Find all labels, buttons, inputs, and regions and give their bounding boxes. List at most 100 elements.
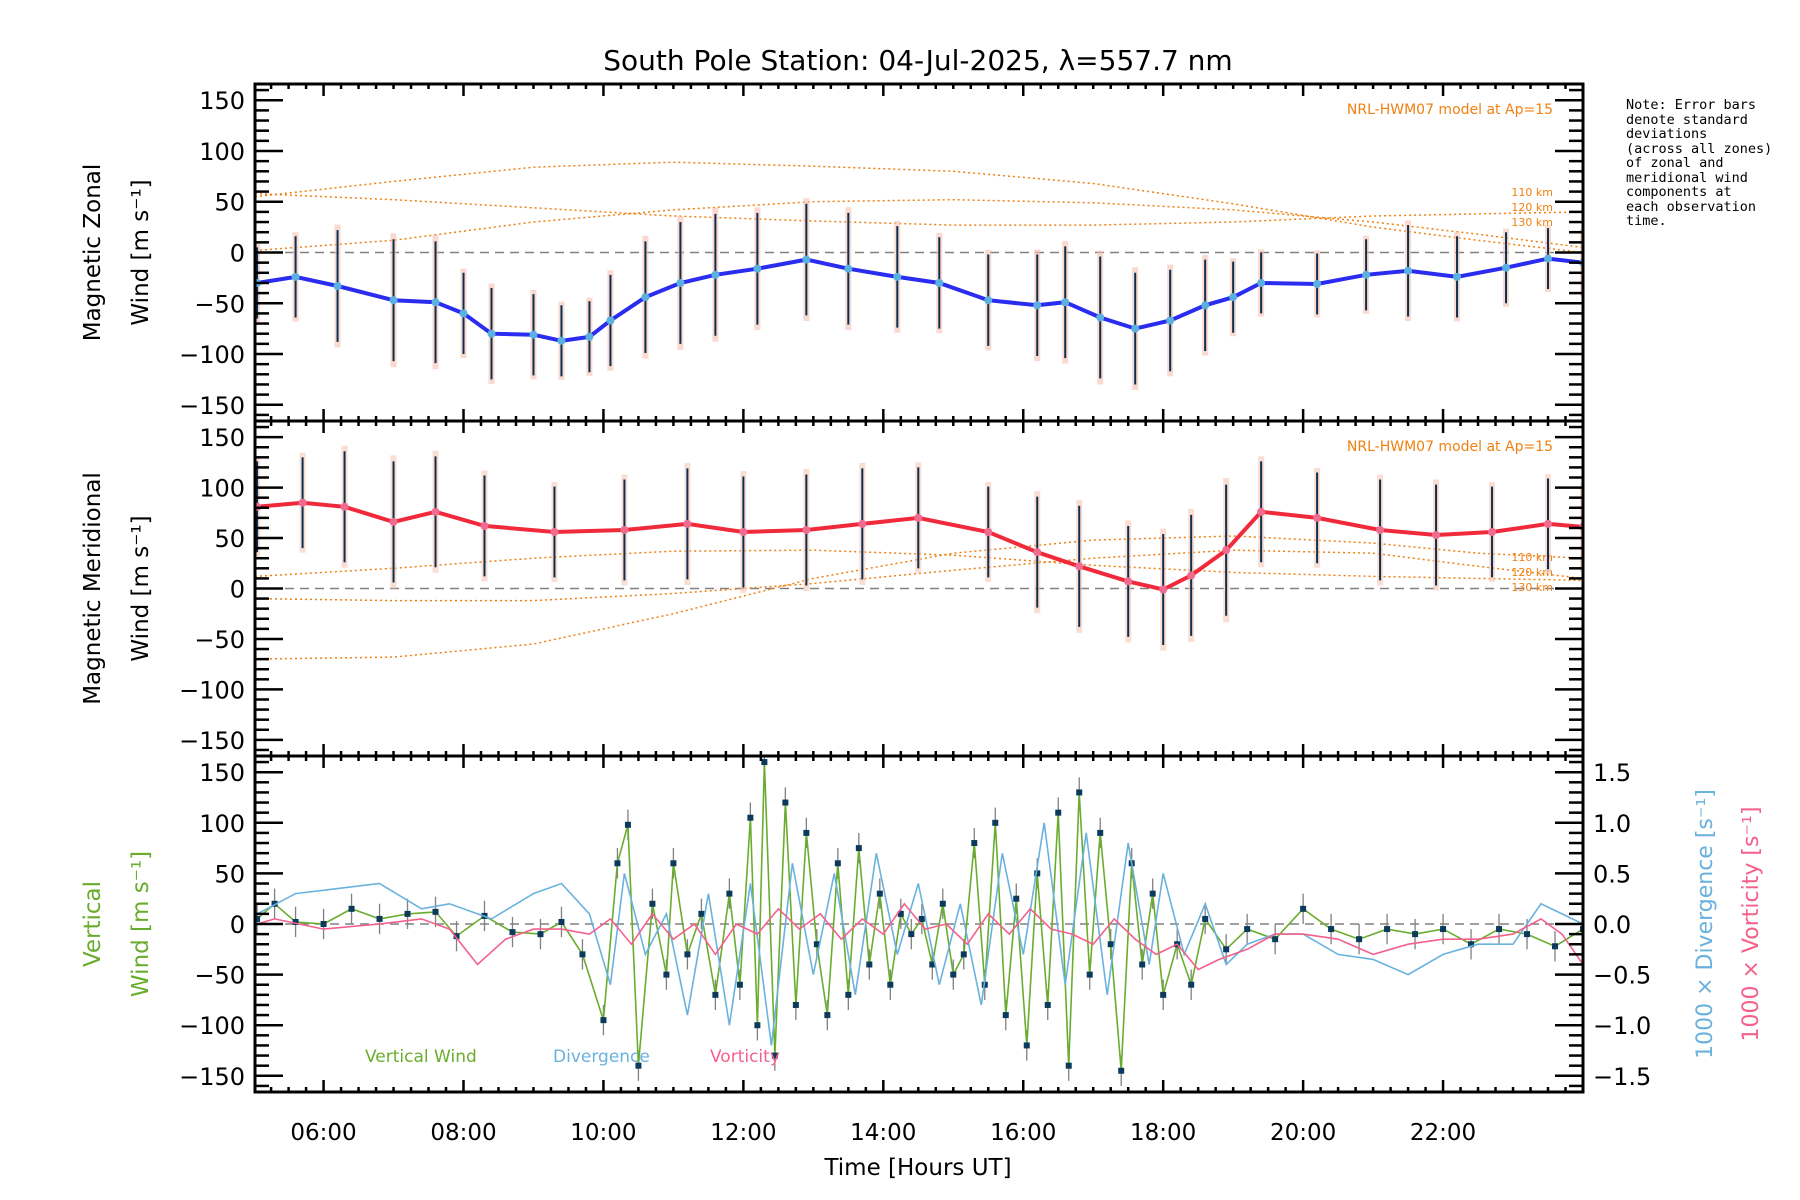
y-tick-label: −50 xyxy=(194,290,245,318)
y-tick-label: 50 xyxy=(214,189,245,217)
y-axis-label-line1: Vertical xyxy=(80,881,106,967)
data-point xyxy=(1412,931,1419,938)
data-point xyxy=(1502,263,1511,272)
data-point xyxy=(971,840,978,847)
data-point xyxy=(845,991,852,998)
y2-tick-label: −0.5 xyxy=(1593,962,1651,990)
y2-tick-label: 0.5 xyxy=(1593,860,1631,888)
data-point xyxy=(792,1001,799,1008)
data-point xyxy=(389,517,398,526)
model-label: NRL-HWM07 model at Ap=15 xyxy=(1347,439,1553,455)
data-point xyxy=(824,1012,831,1019)
data-point xyxy=(858,519,867,528)
data-point xyxy=(340,502,349,511)
data-point xyxy=(614,860,621,867)
data-point xyxy=(624,821,631,828)
model-curve-120-km xyxy=(255,192,1583,226)
model-curve-label: 110 km xyxy=(1511,186,1553,199)
data-point xyxy=(1159,585,1168,594)
data-point xyxy=(1139,961,1146,968)
y-axis-label-line1: Magnetic Zonal xyxy=(80,164,106,342)
data-point xyxy=(333,281,342,290)
data-point xyxy=(459,309,468,318)
data-point xyxy=(641,293,650,302)
data-point xyxy=(1544,254,1553,263)
data-point xyxy=(1160,991,1167,998)
data-point xyxy=(1013,895,1020,902)
y2-tick-label: 0.0 xyxy=(1593,911,1631,939)
series-line-vorticity xyxy=(256,902,1583,971)
data-point xyxy=(271,900,278,907)
model-curve-label: 130 km xyxy=(1511,216,1553,229)
data-point xyxy=(914,513,923,522)
legend-item: Vertical Wind xyxy=(365,1047,477,1067)
data-point xyxy=(984,527,993,536)
data-point xyxy=(1244,926,1251,933)
data-point xyxy=(992,819,999,826)
data-point xyxy=(487,329,496,338)
data-point xyxy=(1033,548,1042,557)
legend-item: Divergence xyxy=(553,1047,650,1067)
note-text: Note: Error bars denote standard deviation… xyxy=(1626,98,1772,229)
data-point xyxy=(887,981,894,988)
note-line: of zonal and xyxy=(1626,155,1724,171)
x-tick-label: 20:00 xyxy=(1270,1120,1336,1146)
x-tick-label: 06:00 xyxy=(290,1120,356,1146)
data-point xyxy=(844,264,853,273)
data-point xyxy=(1544,519,1553,528)
y2-tick-label: 1.0 xyxy=(1593,810,1631,838)
x-axis-label: Time [Hours UT] xyxy=(823,1155,1011,1181)
data-point xyxy=(866,961,873,968)
data-point xyxy=(557,336,566,345)
y-axis-label-line2: Wind [m s⁻¹] xyxy=(128,515,154,661)
data-point xyxy=(782,799,789,806)
data-point xyxy=(1257,507,1266,516)
data-point xyxy=(1075,562,1084,571)
data-point xyxy=(1188,981,1195,988)
y-tick-label: 150 xyxy=(199,87,245,115)
note-line: denote standard xyxy=(1626,111,1748,128)
x-tick-label: 08:00 xyxy=(430,1120,496,1146)
data-point xyxy=(739,527,748,536)
y-tick-label: −150 xyxy=(179,392,245,420)
data-point xyxy=(1376,525,1385,534)
x-tick-label: 14:00 xyxy=(850,1120,916,1146)
data-point xyxy=(348,905,355,912)
data-point xyxy=(480,521,489,530)
y-tick-label: 0 xyxy=(230,911,245,939)
y-tick-label: −150 xyxy=(179,727,245,755)
data-point xyxy=(1496,926,1503,933)
data-point xyxy=(1034,870,1041,877)
data-point xyxy=(876,890,883,897)
data-point xyxy=(736,981,743,988)
note-line: components at xyxy=(1626,184,1732,200)
data-point xyxy=(1118,1067,1125,1074)
data-point xyxy=(683,519,692,528)
data-point xyxy=(803,829,810,836)
data-point xyxy=(802,255,811,264)
data-point xyxy=(1124,577,1133,586)
y-axis-label-line2: Wind [m s⁻¹] xyxy=(128,179,154,325)
y2-tick-label: −1.0 xyxy=(1593,1012,1651,1040)
data-point xyxy=(1086,971,1093,978)
data-point xyxy=(404,910,411,917)
x-tick-label: 12:00 xyxy=(710,1120,776,1146)
data-point xyxy=(1076,789,1083,796)
data-point xyxy=(635,1062,642,1069)
model-curve-label: 120 km xyxy=(1511,566,1553,579)
data-point xyxy=(1328,926,1335,933)
data-point xyxy=(753,264,762,273)
data-point xyxy=(1131,324,1140,333)
data-point xyxy=(255,915,261,922)
data-point xyxy=(747,814,754,821)
data-point xyxy=(939,900,946,907)
data-point xyxy=(1107,941,1114,948)
x-tick-label: 18:00 xyxy=(1130,1120,1196,1146)
data-point xyxy=(918,915,925,922)
divergence-axis-label: 1000 × Divergence [s⁻¹] xyxy=(1693,789,1718,1059)
legend-item: Vorticity xyxy=(710,1047,780,1067)
y-tick-label: 50 xyxy=(214,525,245,553)
model-curve-label: 120 km xyxy=(1511,201,1553,214)
y-tick-label: 100 xyxy=(199,810,245,838)
